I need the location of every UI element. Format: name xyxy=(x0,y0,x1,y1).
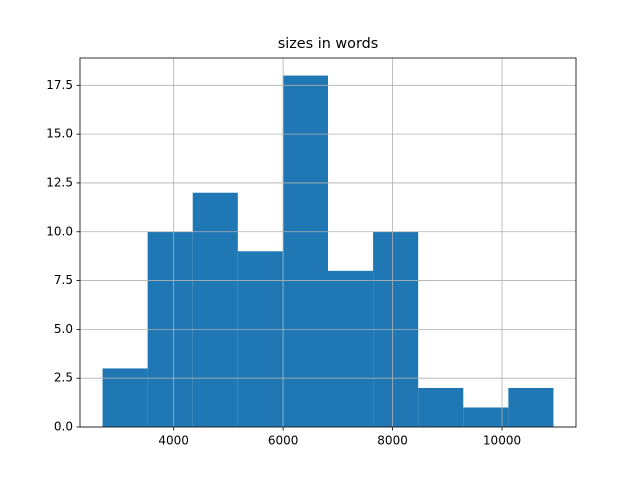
y-tick-label: 5.0 xyxy=(54,322,73,336)
plot-frame xyxy=(79,57,577,428)
y-tick-label: 2.5 xyxy=(54,371,73,385)
bar xyxy=(508,387,554,427)
chart-title: sizes in words xyxy=(278,36,379,52)
x-tick-label: 10000 xyxy=(483,434,521,448)
x-tick-label: 8000 xyxy=(377,434,408,448)
bar xyxy=(463,407,509,427)
y-tick-label: 12.5 xyxy=(46,175,73,189)
bar xyxy=(418,387,464,427)
x-tick-label: 4000 xyxy=(158,434,189,448)
y-tick-label: 17.5 xyxy=(46,78,73,92)
y-tick-label: 0.0 xyxy=(54,420,73,434)
y-tick-label: 10.0 xyxy=(46,224,73,238)
bar xyxy=(237,251,283,427)
bar xyxy=(282,75,328,428)
bar xyxy=(102,368,148,427)
y-tick-label: 15.0 xyxy=(46,127,73,141)
bar xyxy=(192,192,238,427)
bar xyxy=(328,270,374,427)
y-tick-label: 7.5 xyxy=(54,273,73,287)
x-tick-label: 6000 xyxy=(268,434,299,448)
